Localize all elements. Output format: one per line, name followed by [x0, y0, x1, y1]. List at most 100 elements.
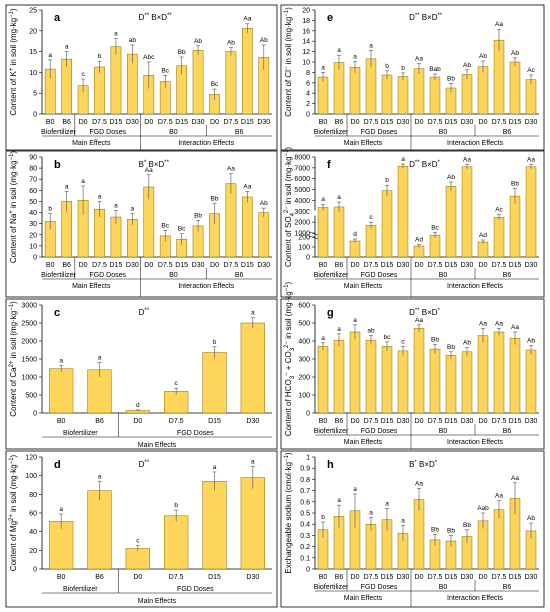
- significance-letter: Bb: [211, 196, 219, 203]
- x-tick-label: D30: [461, 262, 474, 269]
- bar: [525, 166, 537, 258]
- x-tick-label: D0: [144, 119, 153, 126]
- x-tick-label: D30: [397, 119, 410, 126]
- bar: [94, 66, 105, 115]
- significance-letter: c: [175, 380, 179, 387]
- x-tick-label: D7.5: [492, 418, 507, 425]
- panel-letter: b: [54, 159, 61, 171]
- bar: [525, 349, 537, 414]
- significance-letter: Ab: [260, 37, 268, 44]
- bar: [225, 51, 237, 115]
- significance-letter: a: [321, 64, 325, 71]
- x-tick-label: B0: [46, 119, 55, 126]
- x-tick-label: D15: [208, 574, 221, 581]
- group-fgd-doses-label: FGD Doses: [89, 129, 126, 136]
- y-tick-label: 15: [29, 49, 37, 56]
- significance-letter: Ab: [527, 338, 535, 345]
- significance-letter: a: [321, 196, 325, 203]
- significance-letter: b: [321, 514, 325, 521]
- significance-letter: a: [337, 497, 341, 504]
- significance-label: D** B×D**: [409, 13, 443, 22]
- y-tick-label: 0: [306, 112, 310, 119]
- y-tick-label: 0: [306, 567, 310, 574]
- group-b0-label: B0: [439, 584, 448, 591]
- y-tick-label: 80: [29, 166, 37, 173]
- significance-letter: a: [98, 473, 102, 480]
- y-tick-label: 4: [306, 91, 310, 98]
- panel-frame: [5, 298, 278, 450]
- y-tick-label: 200: [298, 235, 310, 242]
- bar: [509, 195, 521, 258]
- x-tick-label: D0: [79, 119, 88, 126]
- significance-letter: a: [59, 506, 63, 513]
- main-effects-label: Main Effects: [344, 283, 383, 290]
- x-tick-label: D7.5: [492, 262, 507, 269]
- significance-letter: Aa: [415, 317, 423, 324]
- bar: [493, 217, 505, 258]
- x-tick-label: B0: [319, 262, 328, 269]
- x-tick-label: D7.5: [158, 262, 173, 269]
- significance-label: D** B×D*: [409, 308, 440, 317]
- significance-letter: Bb: [431, 526, 439, 533]
- bar: [525, 79, 537, 115]
- x-tick-label: D30: [192, 119, 205, 126]
- y-axis-label: Content of Mg2+ in soil (mg·kg−1): [9, 454, 18, 571]
- panel-frame: [280, 450, 545, 608]
- group-b6-label: B6: [503, 428, 512, 435]
- significance-letter: Aa: [415, 56, 423, 63]
- bar: [509, 338, 521, 414]
- x-tick-label: D30: [246, 574, 259, 581]
- significance-letter: a: [353, 53, 357, 60]
- x-tick-label: B6: [335, 418, 344, 425]
- x-tick-label: D0: [133, 574, 142, 581]
- group-fgd-doses-label: FGD Doses: [361, 129, 398, 136]
- y-tick-label: 12: [302, 49, 310, 56]
- significance-letter: Ab: [447, 174, 455, 181]
- y-tick-label: 3000: [21, 303, 37, 310]
- x-tick-label: B6: [335, 119, 344, 126]
- significance-letter: Aab: [477, 505, 489, 512]
- significance-letter: Ac: [527, 67, 535, 74]
- significance-letter: Aa: [511, 324, 519, 331]
- significance-label: B* B×D*: [409, 460, 438, 469]
- y-tick-label: 100: [298, 393, 310, 400]
- significance-letter: a: [369, 509, 373, 516]
- significance-letter: b: [48, 206, 52, 213]
- main-effects-label: Main Effects: [72, 283, 111, 290]
- significance-letter: Bc: [161, 67, 169, 74]
- y-axis-label: Content of K+ in soil (mg·kg−1): [9, 8, 18, 116]
- y-axis-label: Content of Na+ in soil (mg·kg−1): [9, 151, 18, 264]
- significance-letter: Aa: [415, 480, 423, 487]
- bar: [127, 218, 138, 258]
- bar: [333, 206, 345, 258]
- x-tick-label: D15: [110, 262, 123, 269]
- significance-letter: Ad: [415, 237, 423, 244]
- y-tick-label: 0.3: [300, 533, 310, 540]
- panel-b: b B* B×D** 0 10 20 30 40 50 60 70 80 90 Content of N…: [5, 150, 278, 298]
- significance-letter: Bb: [447, 75, 455, 82]
- x-tick-label: D0: [479, 574, 488, 581]
- bar: [413, 328, 425, 414]
- group-b0-label: B0: [169, 272, 178, 279]
- x-tick-label: D0: [415, 418, 424, 425]
- y-tick-label: 20: [302, 8, 310, 15]
- x-tick-label: D30: [257, 119, 270, 126]
- x-tick-label: B6: [95, 574, 104, 581]
- bar: [477, 241, 489, 258]
- y-tick-label: 0.6: [300, 499, 310, 506]
- bar: [429, 76, 441, 115]
- significance-letter: Aa: [527, 157, 535, 164]
- significance-letter: b: [98, 53, 102, 60]
- significance-letter: a: [114, 202, 118, 209]
- panel-frame: [5, 150, 278, 298]
- y-tick-label: 25: [29, 8, 37, 15]
- y-tick-label: 400: [298, 339, 310, 346]
- panel-frame: [280, 4, 545, 151]
- x-tick-label: D0: [415, 119, 424, 126]
- group-b6-label: B6: [503, 129, 512, 136]
- bar: [240, 477, 265, 570]
- x-tick-label: D15: [175, 119, 188, 126]
- significance-letter: a: [65, 183, 69, 190]
- significance-letter: Aa: [243, 183, 251, 190]
